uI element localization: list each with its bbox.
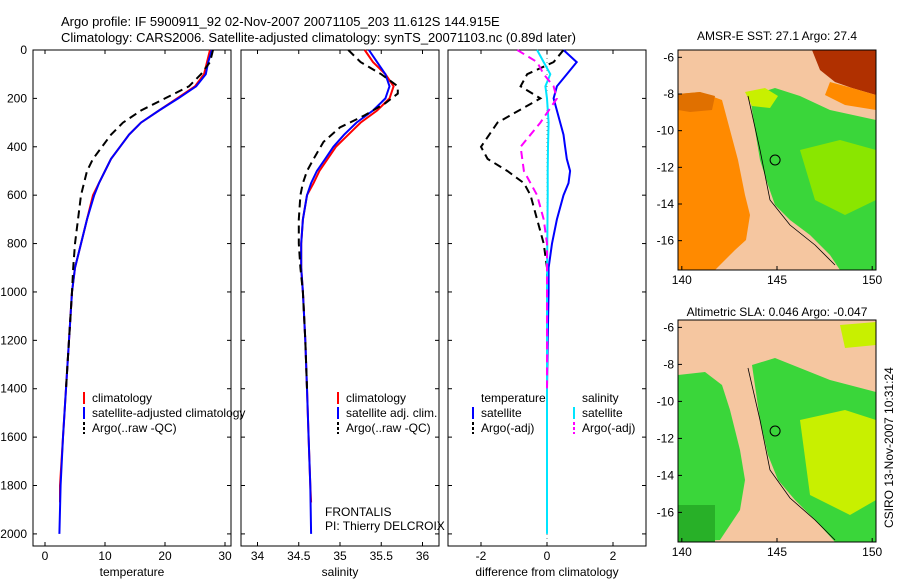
difference-profile-panel: difference from climatology -2 0 2 <box>447 49 647 579</box>
temperature-legend: climatology satellite-adjusted climatolo… <box>83 391 245 435</box>
sst-map-field <box>678 50 876 270</box>
sla-map-title: Altimetric SLA: 0.046 Argo: -0.047 <box>687 305 868 319</box>
temperature-profile-panel: temperature 0 10 20 30 0 200 400 600 800 1000 1200… <box>0 43 232 579</box>
series-line-satellite <box>300 49 391 534</box>
sst-map-panel: AMSR-E SST: 27.1 Argo: 27.4 <box>677 29 877 271</box>
legend-heading-temperature: temperature <box>481 391 546 405</box>
map-y-tick-label: -16 <box>657 505 675 519</box>
sla-coastline <box>747 367 836 541</box>
x-tick-label: 0 <box>544 549 551 563</box>
legend-label-climatology: climatology <box>92 391 152 405</box>
sst-coastline <box>747 95 836 266</box>
sst-map-title: AMSR-E SST: 27.1 Argo: 27.4 <box>697 29 857 43</box>
map-y-tick-label: -14 <box>657 197 675 211</box>
map-y-tick-label: -6 <box>663 320 674 334</box>
y-tick-label: 0 <box>20 43 27 57</box>
legend-label-argo: Argo(..raw -QC) <box>346 421 431 435</box>
sla-west-sea <box>678 372 745 542</box>
legend-label-sal-argo: Argo(-adj) <box>582 421 635 435</box>
csiro-timestamp: CSIRO 13-Nov-2007 10:31:24 <box>882 367 896 528</box>
y-tick-label: 1400 <box>0 382 27 396</box>
y-tick-label: 200 <box>7 91 27 105</box>
legend-label-satellite: satellite adj. clim. <box>346 406 437 420</box>
map-y-tick-label: -6 <box>663 50 674 64</box>
sla-yellow-patch <box>800 410 876 515</box>
y-tick-label: 2000 <box>0 527 27 541</box>
temperature-axes-box <box>32 49 232 547</box>
x-tick-label: 30 <box>218 549 232 563</box>
map-y-tick-label: -8 <box>663 87 674 101</box>
series-line-argo <box>65 49 214 389</box>
legend-label-argo: Argo(..raw -QC) <box>92 421 177 435</box>
map-x-tick-label: 140 <box>672 545 692 559</box>
x-tick-label: 20 <box>158 549 172 563</box>
sst-lime-patch <box>800 140 876 215</box>
map-x-tick-label: 140 <box>672 273 692 287</box>
map-y-tick-label: -10 <box>657 394 675 408</box>
legend-label-temp-satellite: satellite <box>481 406 522 420</box>
sst-warm-west-sea <box>678 92 750 270</box>
series-line-argo <box>297 49 399 389</box>
x-tick-label: 10 <box>98 549 112 563</box>
legend-heading-salinity: salinity <box>582 391 619 405</box>
sst-warm-northeast <box>825 82 876 110</box>
difference-xlabel: difference from climatology <box>475 565 618 579</box>
map-y-tick-label: -16 <box>657 234 675 248</box>
map-y-tick-label: -12 <box>657 160 675 174</box>
map-y-tick-label: -14 <box>657 468 675 482</box>
x-tick-label: 2 <box>610 549 617 563</box>
map-x-tick-label: 150 <box>862 273 882 287</box>
series-line-salinity-argo <box>516 49 558 389</box>
y-tick-label: 400 <box>7 140 27 154</box>
salinity-legend: climatology satellite adj. clim. Argo(..… <box>337 391 437 435</box>
y-tick-label: 1800 <box>0 479 27 493</box>
difference-legend: temperature satellite Argo(-adj) salinit… <box>472 391 635 435</box>
figure-title-line1: Argo profile: IF 5900911_92 02-Nov-2007 … <box>61 14 500 29</box>
map-y-tick-label: -12 <box>657 431 675 445</box>
y-tick-label: 800 <box>7 237 27 251</box>
legend-label-sal-satellite: satellite <box>582 406 623 420</box>
sla-west-sea-shade <box>678 505 715 542</box>
argo-float-marker <box>769 425 781 437</box>
y-tick-label: 1200 <box>0 333 27 347</box>
x-tick-label: -2 <box>476 549 487 563</box>
temperature-xlabel: temperature <box>100 565 165 579</box>
salinity-annotation-program: FRONTALIS <box>325 505 391 519</box>
series-line-satellite <box>58 49 213 534</box>
legend-label-satellite: satellite-adjusted climatology <box>92 406 245 420</box>
map-y-tick-label: -8 <box>663 357 674 371</box>
map-x-tick-label: 145 <box>767 545 787 559</box>
y-tick-label: 1600 <box>0 430 27 444</box>
map-y-tick-label: -10 <box>657 124 675 138</box>
argo-float-marker <box>769 154 781 166</box>
legend-label-climatology: climatology <box>346 391 406 405</box>
x-tick-label: 0 <box>42 549 49 563</box>
figure-title-line2: Climatology: CARS2006. Satellite-adjuste… <box>61 30 576 45</box>
sst-warm-west-sea-shade <box>678 92 715 112</box>
x-tick-label: 35 <box>333 549 347 563</box>
x-tick-label: 34.5 <box>287 549 311 563</box>
legend-label-temp-argo: Argo(-adj) <box>481 421 534 435</box>
sst-hot-northeast <box>812 50 876 95</box>
x-tick-label: 35.5 <box>370 549 394 563</box>
salinity-annotation-pi: PI: Thierry DELCROIX <box>325 519 445 533</box>
series-line-temperature-argo <box>479 49 565 389</box>
y-tick-label: 1000 <box>0 285 27 299</box>
sst-yellow-patch <box>745 88 778 108</box>
sla-map-panel: Altimetric SLA: 0.046 Argo: -0.047 <box>677 305 877 543</box>
x-tick-label: 36 <box>416 549 430 563</box>
salinity-profile-panel: salinity FRONTALIS PI: Thierry DELCROIX … <box>240 49 445 579</box>
salinity-axes-box <box>240 49 440 547</box>
x-tick-label: 34 <box>251 549 265 563</box>
y-tick-label: 600 <box>7 188 27 202</box>
map-x-tick-label: 145 <box>767 273 787 287</box>
salinity-xlabel: salinity <box>322 565 359 579</box>
map-x-tick-label: 150 <box>862 545 882 559</box>
sla-map-field <box>678 320 876 542</box>
sla-yellow-northeast <box>840 322 876 348</box>
